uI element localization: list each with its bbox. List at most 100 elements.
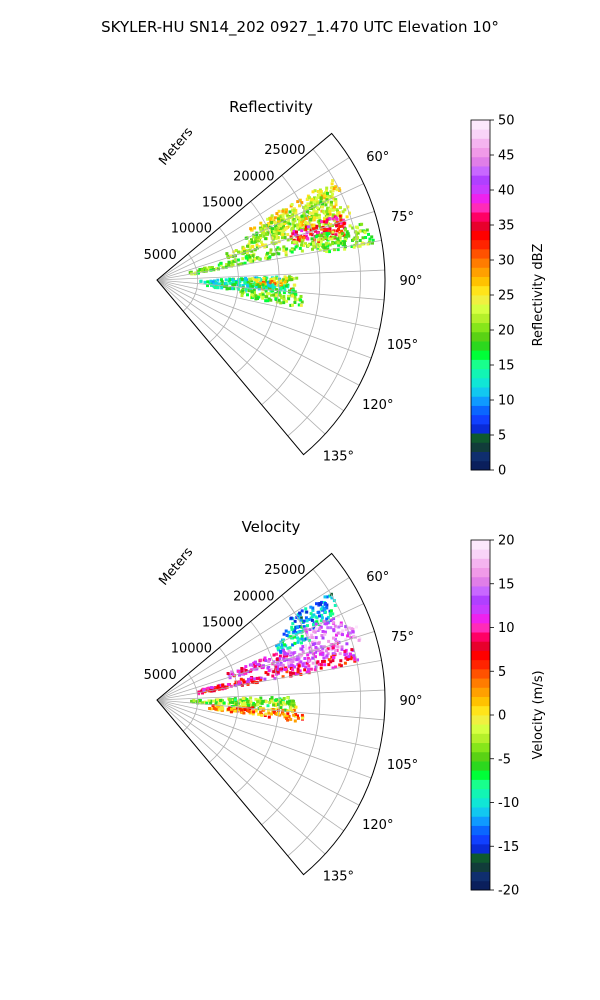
echo-pixel	[314, 197, 318, 201]
echo-pixel	[319, 619, 323, 623]
echo-pixel	[292, 292, 296, 296]
echo-pixel	[238, 706, 242, 710]
echo-pixel	[272, 660, 276, 664]
echo-pixel	[203, 266, 206, 270]
echo-pixel	[258, 285, 262, 288]
echo-pixel	[300, 201, 304, 205]
echo-pixel	[296, 670, 300, 674]
colorbar-swatch	[471, 442, 490, 452]
echo-pixel	[344, 656, 348, 660]
echo-pixel	[268, 282, 272, 286]
echo-pixel	[234, 698, 237, 702]
echo-pixel	[261, 231, 264, 235]
echo-pixel	[323, 630, 327, 634]
echo-pixel	[336, 209, 339, 213]
echo-pixel	[261, 665, 265, 669]
echo-pixel	[296, 200, 300, 204]
echo-pixel	[210, 266, 214, 269]
echo-pixel	[318, 219, 322, 223]
echo-pixel	[342, 222, 346, 226]
echo-pixel	[284, 210, 288, 214]
echo-pixel	[309, 667, 313, 671]
echo-pixel	[203, 700, 207, 704]
echo-pixel	[257, 278, 261, 282]
echo-pixel	[269, 298, 273, 302]
colorbar-tick-label: 20	[498, 324, 515, 339]
colorbar-swatch	[471, 715, 490, 725]
colorbar: 0 5 10 15 20 25 30 35 40 45 50 Reflectivity dBZ	[470, 114, 546, 479]
echo-pixel	[306, 194, 310, 198]
echo-pixel	[336, 614, 340, 618]
colorbar-tick-label: 0	[498, 709, 506, 724]
echo-pixel	[282, 632, 286, 636]
echo-pixel	[341, 633, 344, 637]
echo-pixel	[311, 227, 315, 231]
echo-pixel	[253, 291, 256, 295]
echo-pixel	[239, 677, 243, 681]
echo-pixel	[343, 233, 347, 237]
echo-pixel	[291, 232, 295, 236]
echo-pixel	[291, 660, 295, 664]
echo-pixel	[291, 651, 295, 655]
echo-region	[188, 222, 366, 276]
echo-pixel	[289, 671, 292, 675]
echo-pixel	[300, 238, 304, 242]
echo-pixel	[274, 297, 278, 301]
echo-pixel	[269, 230, 272, 234]
echo-pixel	[249, 287, 253, 291]
echo-pixel	[262, 234, 266, 238]
echo-pixel	[259, 228, 263, 232]
echo-pixel	[296, 716, 300, 720]
echo-pixel	[318, 243, 322, 246]
colorbar-swatch	[471, 586, 490, 596]
colorbar-swatch	[471, 558, 490, 569]
echo-pixel	[252, 710, 256, 714]
echo-pixel	[246, 699, 250, 703]
echo-pixel	[250, 279, 254, 283]
echo-pixel	[328, 212, 332, 216]
colorbar-swatch	[471, 193, 490, 204]
echo-pixel	[291, 699, 295, 703]
echo-pixel	[325, 186, 329, 190]
echo-pixel	[198, 268, 202, 271]
echo-pixel	[298, 220, 301, 224]
echo-pixel	[333, 624, 337, 628]
echo-pixel	[213, 280, 217, 284]
echo-pixel	[232, 706, 236, 710]
echo-pixel	[304, 225, 308, 229]
echo-pixel	[277, 214, 281, 218]
echo-pixel	[324, 649, 328, 653]
echo-pixel	[300, 637, 304, 641]
echo-pixel	[330, 596, 334, 600]
echo-pixel	[245, 256, 249, 260]
echo-pixel	[206, 687, 210, 690]
echo-pixel	[312, 613, 316, 617]
colorbar-swatch	[471, 138, 490, 149]
echo-pixel	[277, 223, 281, 226]
echo-pixel	[297, 630, 301, 634]
echo-pixel	[224, 278, 228, 282]
echo-pixel	[312, 242, 315, 246]
echo-pixel	[295, 276, 299, 280]
echo-pixel	[251, 706, 255, 710]
echo-pixel	[312, 223, 316, 227]
echo-pixel	[252, 235, 256, 239]
echo-pixel	[251, 254, 255, 258]
echo-pixel	[299, 616, 303, 620]
colorbar-swatch	[471, 248, 490, 259]
echo-pixel	[291, 241, 294, 245]
echo-pixel	[355, 625, 358, 629]
echo-pixel	[361, 236, 365, 240]
echo-pixel	[278, 247, 282, 251]
echo-pixel	[261, 283, 265, 287]
echo-pixel	[293, 719, 297, 723]
echo-pixel	[280, 646, 284, 650]
echo-pixel	[301, 716, 304, 720]
echo-pixel	[321, 630, 325, 633]
colorbar-swatch	[471, 853, 490, 863]
echo-pixel	[328, 612, 332, 616]
echo-pixel	[276, 661, 280, 665]
echo-pixel	[290, 250, 294, 254]
echo-pixel	[304, 228, 308, 232]
echo-pixel	[320, 220, 324, 224]
